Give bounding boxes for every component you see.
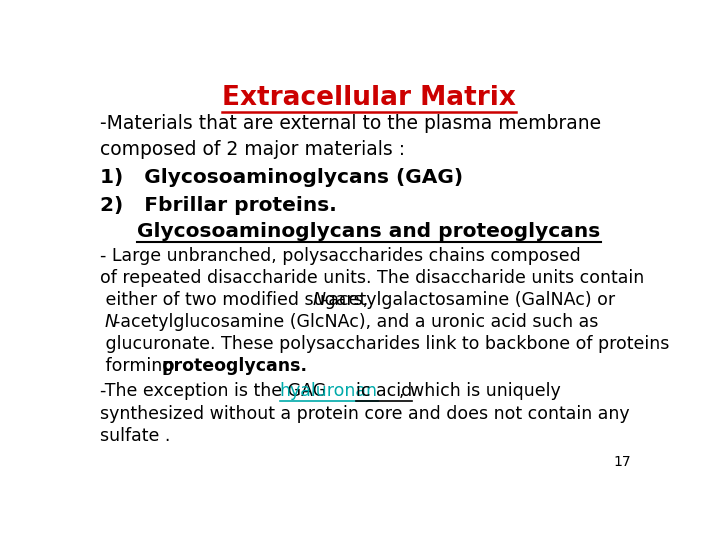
Text: hyaluronan: hyaluronan <box>279 382 378 400</box>
Text: -The exception is the GAG: -The exception is the GAG <box>100 382 332 400</box>
Text: -acetylglucosamine (GlcNAc), and a uronic acid such as: -acetylglucosamine (GlcNAc), and a uroni… <box>114 313 599 332</box>
Text: either of two modified sugars,: either of two modified sugars, <box>100 292 374 309</box>
Text: -acetylgalactosamine (GalNAc) or: -acetylgalactosamine (GalNAc) or <box>323 292 616 309</box>
Text: N: N <box>104 313 117 332</box>
Text: -Materials that are external to the plasma membrane: -Materials that are external to the plas… <box>100 114 601 133</box>
Text: N: N <box>312 292 325 309</box>
Text: ic acid: ic acid <box>356 382 412 400</box>
Text: , which is uniquely: , which is uniquely <box>399 382 561 400</box>
Text: synthesized without a protein core and does not contain any: synthesized without a protein core and d… <box>100 404 630 422</box>
Text: 17: 17 <box>613 455 631 469</box>
Text: sulfate .: sulfate . <box>100 427 171 446</box>
Text: - Large unbranched, polysaccharides chains composed: - Large unbranched, polysaccharides chai… <box>100 246 581 265</box>
Text: Glycosoaminoglycans and proteoglycans: Glycosoaminoglycans and proteoglycans <box>138 222 600 241</box>
Text: 1)   Glycosoaminoglycans (GAG): 1) Glycosoaminoglycans (GAG) <box>100 168 463 187</box>
Text: Extracellular Matrix: Extracellular Matrix <box>222 85 516 111</box>
Text: proteoglycans.: proteoglycans. <box>161 357 307 375</box>
Text: glucuronate. These polysaccharides link to backbone of proteins: glucuronate. These polysaccharides link … <box>100 335 670 353</box>
Text: of repeated disaccharide units. The disaccharide units contain: of repeated disaccharide units. The disa… <box>100 269 644 287</box>
Text: composed of 2 major materials :: composed of 2 major materials : <box>100 140 405 159</box>
Text: forming: forming <box>100 357 179 375</box>
Text: 2)   Fbrillar proteins.: 2) Fbrillar proteins. <box>100 196 337 215</box>
